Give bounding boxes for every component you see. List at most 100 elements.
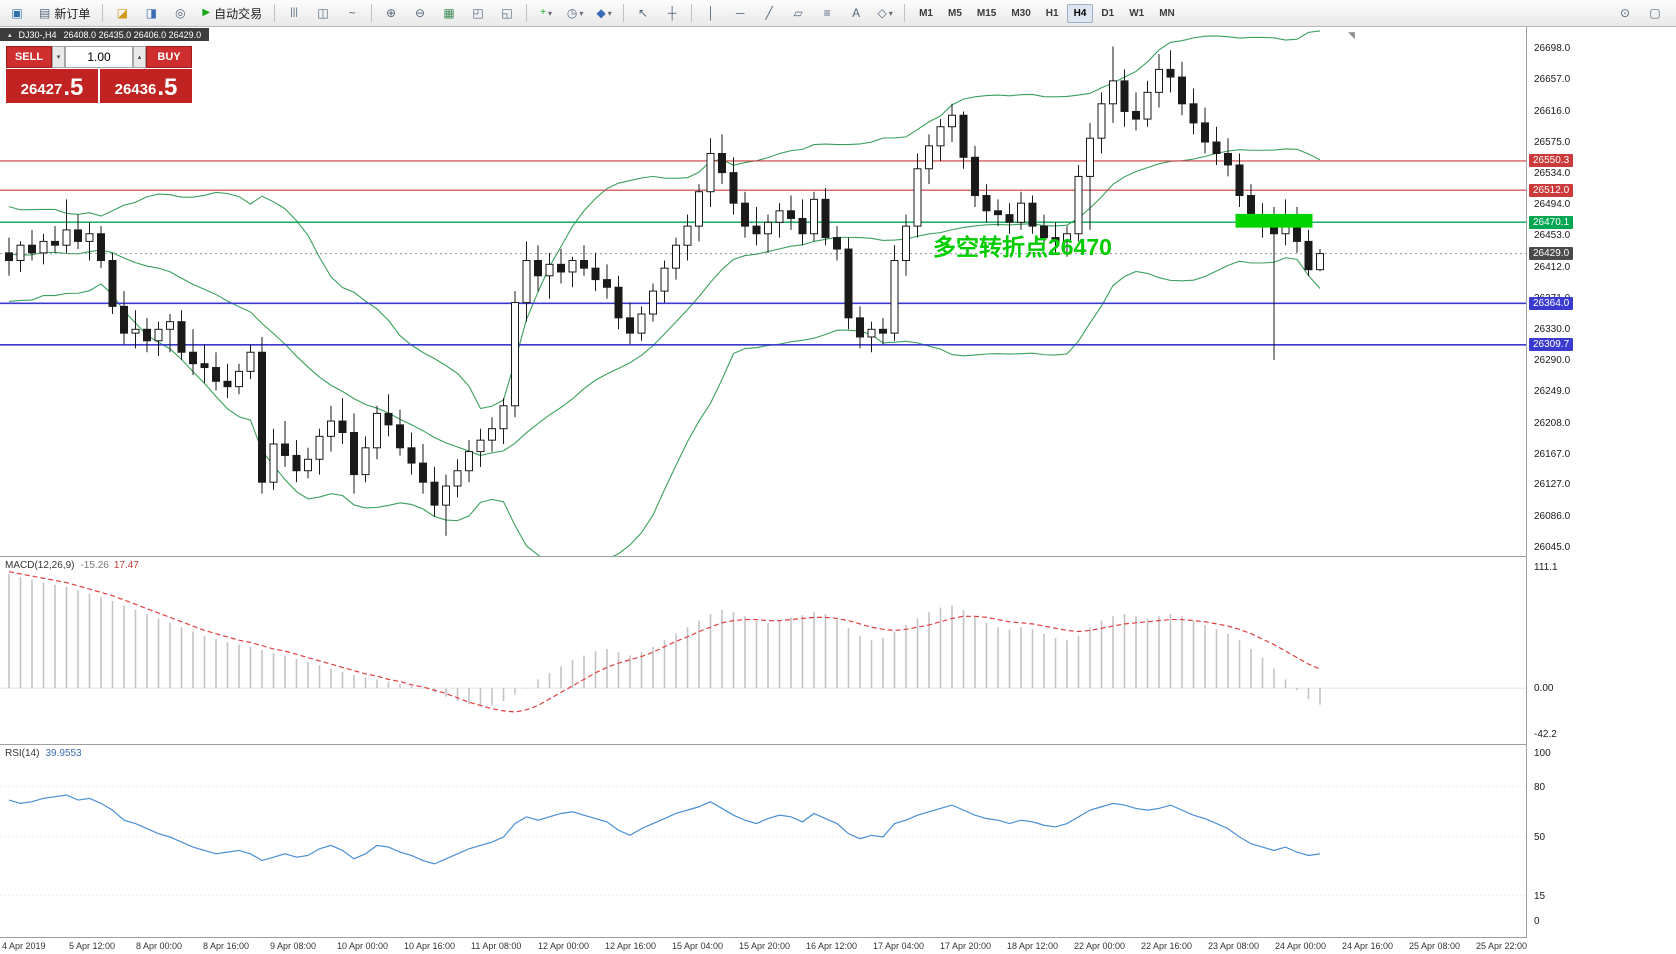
timeframe-button-m1[interactable]: M1 <box>919 7 933 19</box>
macd-histogram-bar <box>997 627 999 689</box>
timeframe-button-h4[interactable]: H4 <box>1066 3 1094 23</box>
new-chart-button[interactable]: ▣ <box>3 2 31 25</box>
price-axis-tick: 26494.0 <box>1534 198 1571 210</box>
help-button[interactable]: ▢ <box>1641 2 1669 25</box>
channel-tool-button[interactable]: ▱ <box>784 2 812 25</box>
macd-histogram-bar <box>1146 618 1149 689</box>
bull-candle <box>936 126 945 147</box>
market-watch-icon: ◪ <box>116 6 129 20</box>
market-watch-button[interactable]: ◪ <box>108 2 136 25</box>
highlight-zone-rect[interactable] <box>1235 213 1313 228</box>
rsi-panel-canvas[interactable] <box>0 745 1526 938</box>
bear-candle <box>1304 240 1313 271</box>
macd-histogram-bar <box>698 620 700 689</box>
buy-price[interactable]: 26436.5 <box>100 69 192 103</box>
bull-candle <box>649 290 657 315</box>
macd-panel-canvas[interactable] <box>0 557 1526 745</box>
bear-candle <box>407 447 416 464</box>
horizontal-line-tool-button[interactable]: ─ <box>726 2 754 25</box>
text-tool-icon: A <box>852 6 861 20</box>
price-axis-tick: 26412.0 <box>1534 261 1571 273</box>
dropdown-caret-icon[interactable]: ▾ <box>547 8 552 18</box>
price-axis-tick: 26249.0 <box>1534 386 1571 398</box>
zoom-out-icon: ⊖ <box>415 6 426 20</box>
bull-candle <box>499 405 508 430</box>
price-axis-tick: 26086.0 <box>1534 510 1571 522</box>
toolbar-separator <box>371 4 373 22</box>
fibonacci-tool-button[interactable]: ≡ <box>813 2 841 25</box>
collapse-icon[interactable]: ▴ <box>8 31 12 39</box>
dropdown-caret-icon[interactable]: ▾ <box>888 8 893 18</box>
price-chart-canvas[interactable]: 多空转折点26470 <box>0 27 1526 557</box>
bull-candle <box>1155 68 1163 93</box>
new-order-button[interactable]: ▤ 新订单 <box>32 3 97 24</box>
cursor-tool-button[interactable]: ↖ <box>629 2 657 25</box>
shapes-tool-button[interactable]: ◇ ▾ <box>871 2 899 25</box>
navigator-button[interactable]: ◎ <box>166 2 194 25</box>
zoom-in-button[interactable]: ⊕ <box>377 2 405 25</box>
bear-candle <box>1178 76 1186 105</box>
timeframe-button-d1[interactable]: D1 <box>1101 7 1115 19</box>
tile-windows-button[interactable]: ◰ <box>464 2 492 25</box>
timeframe-button-m15[interactable]: M15 <box>976 7 997 19</box>
dropdown-caret-icon[interactable]: ▾ <box>579 8 584 18</box>
timeframe-button-mn[interactable]: MN <box>1159 7 1175 19</box>
bear-candle <box>223 380 232 388</box>
macd-histogram-bar <box>1158 616 1160 689</box>
bull-candle <box>948 114 956 128</box>
line-chart-mode-button[interactable]: ~ <box>338 2 366 25</box>
timeframe-button-w1[interactable]: W1 <box>1129 7 1145 19</box>
autotrading-button[interactable]: ▶ 自动交易 <box>195 3 269 24</box>
crosshair-tool-button[interactable]: ┼ <box>658 2 686 25</box>
data-window-button[interactable]: ◨ <box>137 2 165 25</box>
price-shift-marker[interactable]: ◥ <box>1348 30 1355 40</box>
timeframe-button-h1[interactable]: H1 <box>1045 7 1059 19</box>
bear-candle <box>177 321 186 353</box>
templates-button[interactable]: ◆ ▾ <box>590 2 618 25</box>
periods-button[interactable]: ◷ ▾ <box>561 2 589 25</box>
dropdown-caret-icon[interactable]: ▾ <box>607 8 612 18</box>
macd-histogram-bar <box>295 658 298 689</box>
vertical-line-tool-button[interactable]: │ <box>697 2 725 25</box>
volume-input[interactable] <box>65 46 133 68</box>
bear-candle <box>1005 214 1014 223</box>
buy-button[interactable]: BUY <box>146 46 192 68</box>
bull-candle <box>775 210 784 223</box>
price-axis-tick: 26698.0 <box>1534 42 1571 54</box>
timeframe-button-m5[interactable]: M5 <box>947 7 962 19</box>
macd-histogram-bar <box>399 683 401 689</box>
chart-area[interactable]: 多空转折点26470 ▴ DJ30-,H4 26408.0 26435.0 26… <box>0 27 1526 557</box>
grid-button[interactable]: ▦ <box>435 2 463 25</box>
time-axis[interactable]: 4 Apr 2019 5 Apr 12:00 8 Apr 00:00 8 Apr 16… <box>0 938 1676 954</box>
time-axis-label: 17 Apr 20:00 <box>940 941 992 951</box>
text-tool-button[interactable]: A <box>842 2 870 25</box>
panel-separator[interactable] <box>0 744 1676 745</box>
candlestick-mode-button[interactable]: ◫ <box>309 2 337 25</box>
rsi-axis-tick: 0 <box>1534 916 1540 927</box>
bar-chart-mode-button[interactable]: ||| <box>280 2 308 25</box>
bull-candle <box>442 485 450 506</box>
macd-histogram-bar <box>974 616 976 689</box>
panel-separator[interactable] <box>0 556 1676 557</box>
sell-button[interactable]: SELL <box>6 46 52 68</box>
cascade-windows-button[interactable]: ◱ <box>493 2 521 25</box>
macd-histogram-bar <box>1123 614 1126 689</box>
bear-candle <box>189 351 197 365</box>
macd-histogram-bar <box>537 679 539 689</box>
macd-histogram-bar <box>238 644 240 689</box>
time-axis-label: 12 Apr 16:00 <box>605 941 657 951</box>
trendline-tool-button[interactable]: ╱ <box>755 2 783 25</box>
sell-price[interactable]: 26427.5 <box>6 69 98 103</box>
timeframe-button-m30[interactable]: M30 <box>1011 7 1031 19</box>
macd-histogram-bar <box>1319 688 1321 705</box>
price-axis[interactable]: 26698.0 26657.0 26616.0 26575.0 26534.0 26494… <box>1526 27 1676 938</box>
annotation-text[interactable]: 多空转折点26470 <box>933 234 1112 260</box>
volume-decrease-button[interactable]: ▾ <box>52 46 65 68</box>
bull-candle <box>131 328 140 334</box>
indicators-button[interactable]: + ▾ <box>532 2 560 25</box>
volume-increase-button[interactable]: ▴ <box>133 46 146 68</box>
search-button[interactable]: ⊙ <box>1611 2 1639 25</box>
zoom-out-button[interactable]: ⊖ <box>406 2 434 25</box>
bull-candle <box>1074 175 1083 235</box>
macd-histogram-bar <box>410 685 413 689</box>
